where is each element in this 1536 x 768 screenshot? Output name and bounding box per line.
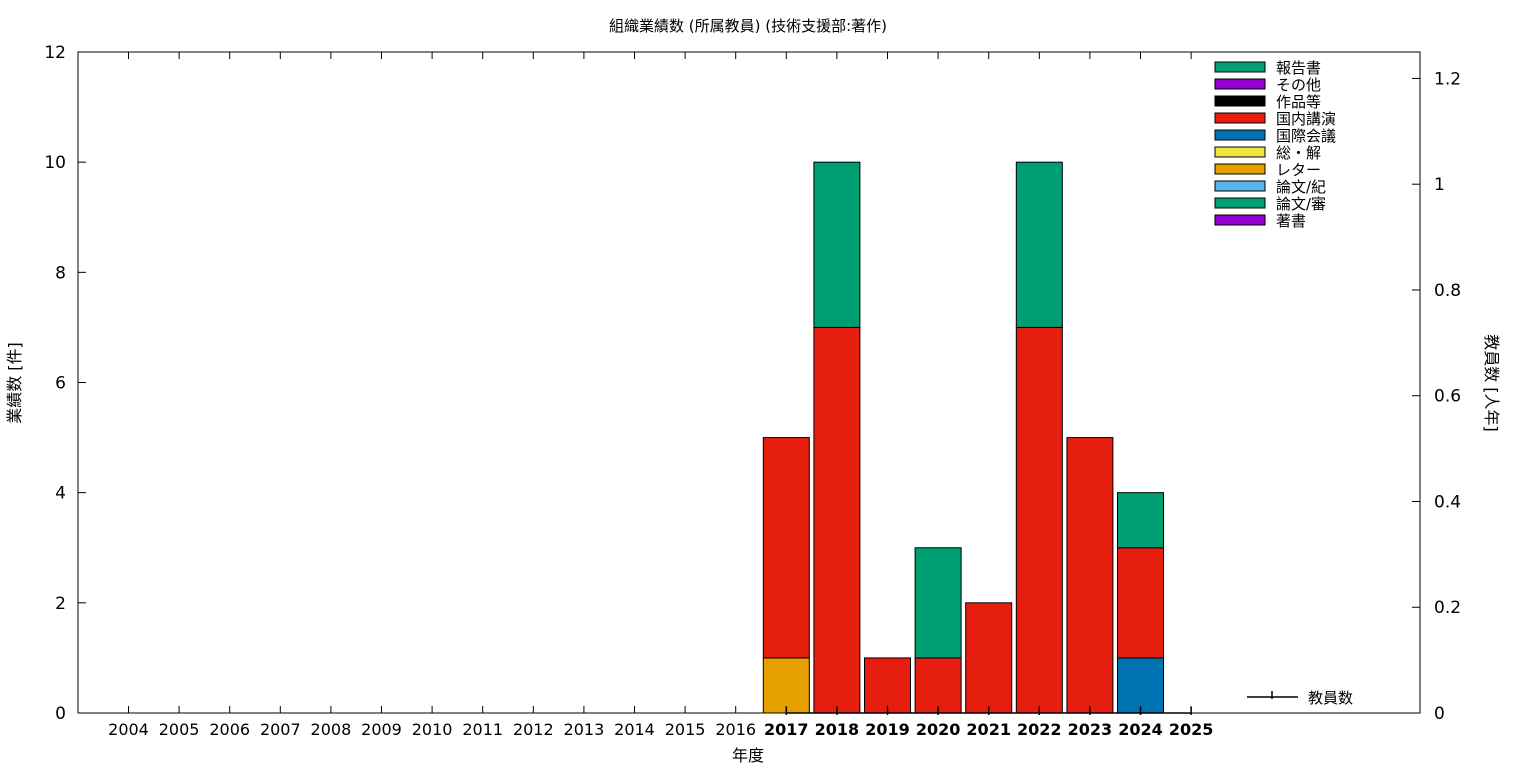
y2-tick-label-0.2: 0.2 (1434, 598, 1461, 618)
y-tick-label-6: 6 (55, 374, 66, 394)
x-tick-label-2008: 2008 (311, 720, 352, 739)
legend-label-作品等: 作品等 (1276, 93, 1321, 111)
legend-label-レター: レター (1276, 161, 1321, 179)
x-tick-labels: 2004 2005 2006 2007 2008 2009 2010 2011 2012 2013… (108, 720, 1213, 739)
line-legend: 教員数 (1247, 689, 1353, 707)
x-tick-label-2016: 2016 (715, 720, 756, 739)
legend-label-その他: その他 (1276, 76, 1321, 94)
legend-swatch-報告書 (1214, 61, 1266, 73)
legend-swatch-著書 (1214, 214, 1266, 226)
x-tick-label-2021: 2021 (966, 720, 1011, 739)
bar-2022-series-9 (1015, 161, 1063, 328)
legend-label-総・解: 総・解 (1276, 144, 1321, 162)
bar-2024-series-9 (1117, 492, 1164, 549)
x-tick-label-2024: 2024 (1118, 720, 1163, 739)
bar-2024-series-6 (1117, 547, 1164, 659)
x-tick-label-2022: 2022 (1017, 720, 1062, 739)
bar-2023-series-6 (1066, 437, 1114, 714)
x-tick-label-2004: 2004 (108, 720, 149, 739)
y2-tick-label-0.4: 0.4 (1434, 492, 1461, 512)
y-tick-label-10: 10 (44, 153, 66, 173)
bar-2017-series-6 (762, 437, 810, 659)
y-axis-label: 業績数 [件] (5, 342, 24, 424)
line-legend-label: 教員数 (1308, 689, 1353, 707)
legend-swatch-その他 (1214, 78, 1266, 90)
y2-axis-label: 教員数 [人年] (1482, 334, 1501, 432)
x-tick-label-2006: 2006 (209, 720, 250, 739)
y-tick-label-4: 4 (55, 484, 66, 504)
x-tick-label-2015: 2015 (665, 720, 706, 739)
bar-2020-series-6 (914, 657, 962, 714)
y2-tick-label-1.2: 1.2 (1434, 69, 1461, 89)
y2-tick-labels: 0 0.2 0.4 0.6 0.8 1 1.2 (1434, 69, 1461, 724)
legend-label-論文/紀: 論文/紀 (1276, 178, 1326, 196)
legend-swatch-論文/紀 (1214, 180, 1266, 192)
bar-2017-series-3 (762, 657, 810, 714)
bar-2024-series-5 (1117, 657, 1164, 714)
x-tick-label-2018: 2018 (815, 720, 860, 739)
bar-2022-series-6 (1015, 326, 1063, 714)
y2-tick-label-0.6: 0.6 (1434, 387, 1461, 407)
x-tick-label-2007: 2007 (260, 720, 301, 739)
bar-2020-series-9 (914, 547, 962, 659)
legend-swatch-レター (1214, 163, 1266, 175)
legend-label-著書: 著書 (1276, 212, 1306, 230)
y-tick-labels: 0 2 4 6 8 10 12 (44, 43, 66, 724)
y-tick-label-8: 8 (55, 263, 66, 283)
x-tick-label-2017: 2017 (764, 720, 809, 739)
legend-label-国際会議: 国際会議 (1276, 127, 1336, 145)
legend-swatch-総・解 (1214, 146, 1266, 158)
legend-label-国内講演: 国内講演 (1276, 110, 1336, 128)
legend-swatch-国内講演 (1214, 112, 1266, 124)
y-tick-label-0: 0 (55, 704, 66, 724)
x-tick-label-2023: 2023 (1068, 720, 1113, 739)
legend-swatch-作品等 (1214, 95, 1266, 107)
x-tick-label-2014: 2014 (614, 720, 655, 739)
y-tick-label-2: 2 (55, 594, 66, 614)
y-tick-label-12: 12 (44, 43, 66, 63)
x-tick-label-2010: 2010 (412, 720, 453, 739)
bar-2019-series-6 (864, 657, 911, 714)
x-tick-label-2020: 2020 (916, 720, 961, 739)
axis-ticks (78, 51, 1420, 714)
bar-2018-series-6 (813, 326, 861, 714)
legend-swatch-国際会議 (1214, 129, 1266, 141)
bars (762, 161, 1164, 714)
y2-tick-label-0: 0 (1434, 704, 1445, 724)
x-tick-label-2025: 2025 (1169, 720, 1214, 739)
y2-tick-label-0.8: 0.8 (1434, 281, 1461, 301)
legend-label-論文/審: 論文/審 (1276, 195, 1326, 213)
x-tick-label-2005: 2005 (159, 720, 200, 739)
x-tick-label-2009: 2009 (361, 720, 402, 739)
chart-title: 組織業績数 (所属教員) (技術支援部:著作) (609, 17, 887, 35)
x-tick-label-2013: 2013 (564, 720, 605, 739)
legend-label-報告書: 報告書 (1276, 59, 1321, 77)
x-axis-label: 年度 (732, 746, 764, 765)
x-tick-label-2019: 2019 (865, 720, 910, 739)
legend-swatch-論文/審 (1214, 197, 1266, 209)
bar-2018-series-9 (813, 161, 861, 328)
bar-2021-series-6 (965, 602, 1013, 714)
x-tick-label-2012: 2012 (513, 720, 554, 739)
y2-tick-label-1: 1 (1434, 175, 1445, 195)
x-tick-label-2011: 2011 (462, 720, 503, 739)
